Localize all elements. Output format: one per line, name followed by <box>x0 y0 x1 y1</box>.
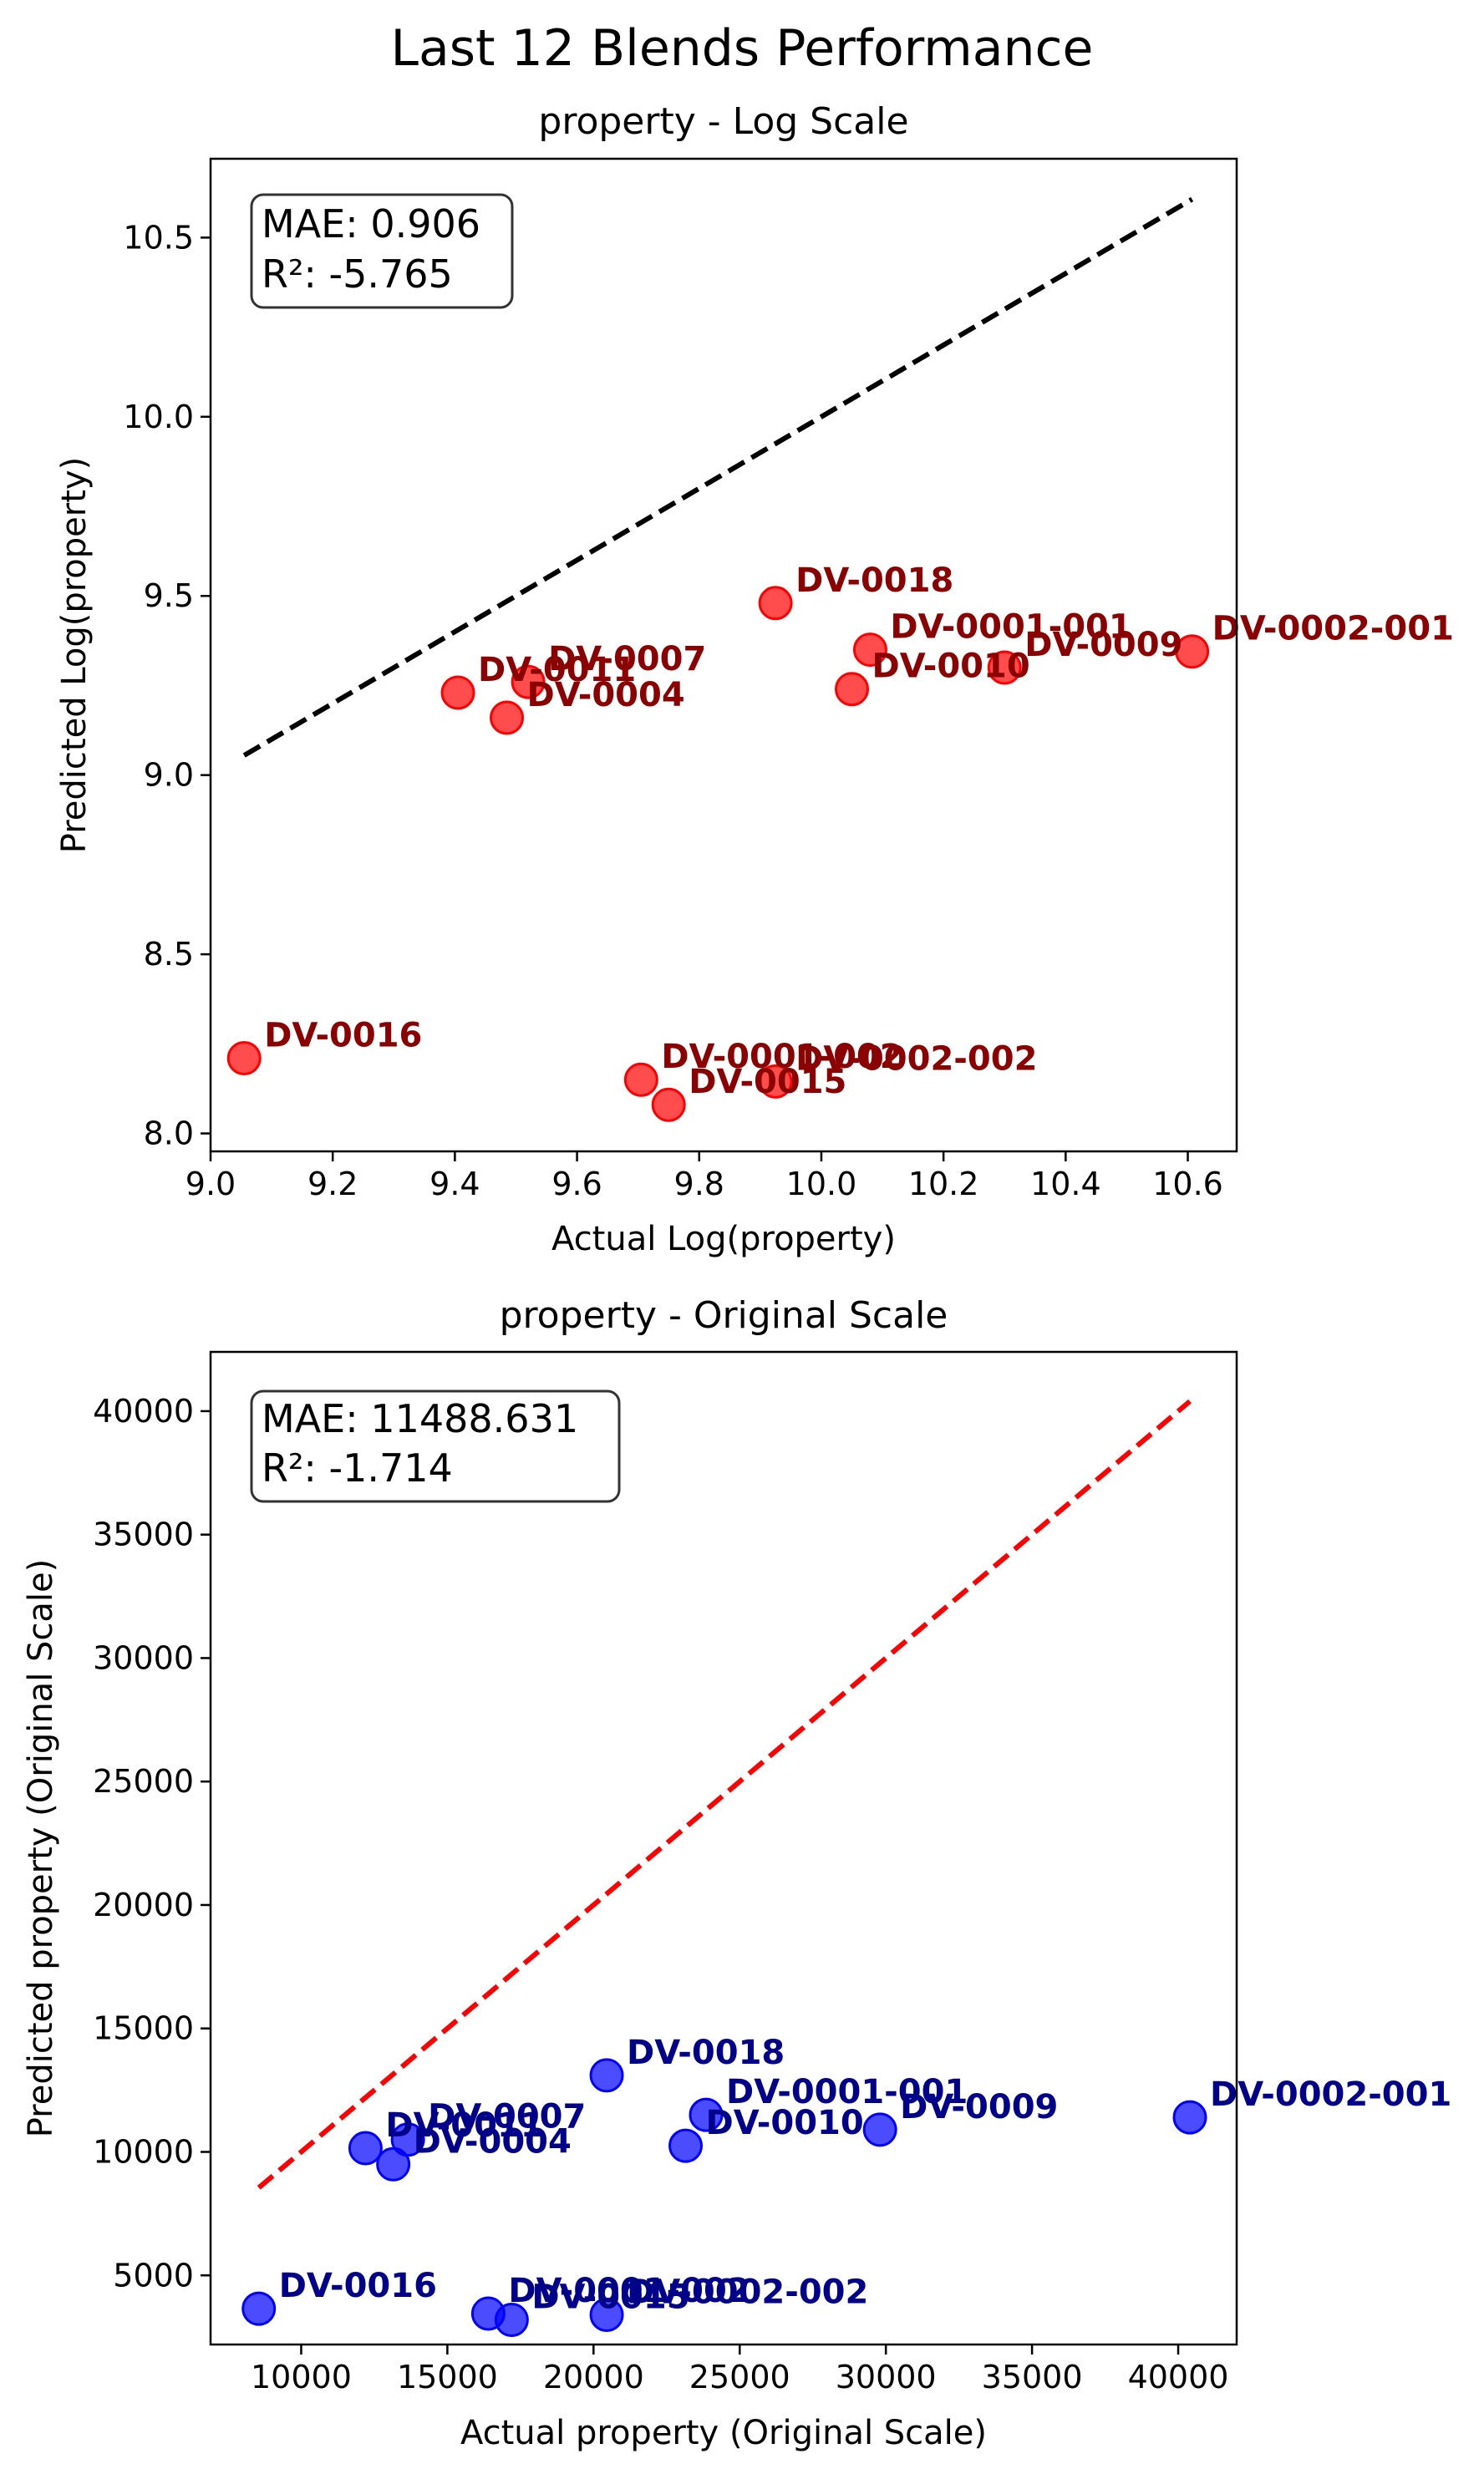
data-point <box>490 700 525 735</box>
point-label: DV-0002-002 <box>627 2273 868 2312</box>
chart-title: property - Original Scale <box>500 1294 948 1337</box>
x-tick-label: 10.2 <box>908 1166 979 1202</box>
x-tick-label: 9.4 <box>429 1166 480 1202</box>
point-label: DV-0004 <box>414 2122 572 2161</box>
point-label: DV-0016 <box>279 2267 437 2305</box>
point-label: DV-0004 <box>527 676 685 714</box>
reference-line <box>257 1399 1192 2190</box>
data-point <box>987 650 1022 685</box>
data-point <box>835 672 869 707</box>
point-label: DV-0009 <box>900 2088 1058 2126</box>
x-tick-label: 30000 <box>836 2359 937 2395</box>
point-label: DV-0011 <box>385 2106 543 2145</box>
point-label: DV-0001-001 <box>726 2073 968 2111</box>
data-point <box>494 2302 529 2337</box>
log-scale-chart: property - Log Scale DV-0018DV-0001-001D… <box>55 100 1454 1258</box>
data-point <box>376 2146 411 2182</box>
data-point <box>758 1064 793 1099</box>
y-tick-label: 8.0 <box>144 1115 194 1152</box>
point-label: DV-0009 <box>1024 626 1182 664</box>
data-point <box>348 2131 383 2166</box>
stats-box: MAE: 0.906 R²: -5.765 <box>250 193 514 309</box>
y-tick-label: 30000 <box>93 1639 194 1676</box>
y-tick-label: 9.5 <box>144 577 194 614</box>
data-point <box>651 1087 686 1122</box>
x-tick-label: 15000 <box>397 2359 498 2395</box>
y-tick-label: 10.5 <box>123 219 194 256</box>
x-tick-label: 10.6 <box>1152 1166 1223 1202</box>
r2-text: R²: -5.765 <box>262 251 453 297</box>
data-point <box>241 2291 277 2326</box>
y-tick-label: 8.5 <box>144 936 194 973</box>
point-label: DV-0001-002 <box>661 1038 902 1076</box>
y-tick-label: 40000 <box>93 1393 194 1430</box>
x-tick-label: 25000 <box>689 2359 790 2395</box>
r2-text: R²: -1.714 <box>262 1445 453 1491</box>
plot-area-frame <box>209 157 1238 1153</box>
point-label: DV-0010 <box>706 2104 864 2142</box>
data-point <box>226 1040 262 1075</box>
point-label: DV-0002-001 <box>1212 610 1454 648</box>
stats-box: MAE: 11488.631 R²: -1.714 <box>250 1389 621 1503</box>
plot-area-frame <box>209 1350 1238 2346</box>
data-point <box>689 2097 724 2132</box>
mae-text: MAE: 11488.631 <box>262 1396 578 1441</box>
x-tick-label: 9.8 <box>674 1166 724 1202</box>
point-label: DV-0010 <box>872 648 1030 686</box>
x-tick-label: 20000 <box>543 2359 644 2395</box>
data-point <box>668 2128 704 2163</box>
y-tick-label: 35000 <box>93 1516 194 1553</box>
data-point <box>623 1062 658 1097</box>
point-label: DV-0018 <box>795 561 953 600</box>
reference-line <box>242 196 1194 758</box>
y-tick-label: 25000 <box>93 1763 194 1800</box>
x-tick-label: 10000 <box>251 2359 352 2395</box>
y-tick-label: 20000 <box>93 1887 194 1923</box>
point-label: DV-0007 <box>548 640 706 678</box>
data-point <box>589 2058 624 2093</box>
point-label: DV-0018 <box>627 2034 785 2072</box>
y-axis-label: Predicted Log(property) <box>55 457 94 853</box>
y-tick-label: 15000 <box>93 2010 194 2047</box>
data-point <box>758 586 793 621</box>
data-point <box>1172 2100 1207 2135</box>
mae-text: MAE: 0.906 <box>262 201 480 246</box>
data-point <box>852 632 887 668</box>
point-label: DV-0002-001 <box>1210 2075 1451 2114</box>
data-point <box>511 664 546 699</box>
x-tick-label: 9.6 <box>551 1166 602 1202</box>
y-axis-label: Predicted property (Original Scale) <box>22 1559 60 2138</box>
y-tick-label: 5000 <box>113 2257 194 2294</box>
point-label: DV-0016 <box>264 1016 422 1054</box>
original-scale-chart: property - Original Scale DV-0018DV-0001… <box>22 1294 1451 2452</box>
point-label: DV-0002-002 <box>795 1039 1037 1078</box>
point-label: DV-0007 <box>428 2098 586 2136</box>
point-label: DV-0001-001 <box>890 608 1131 647</box>
y-tick-label: 10000 <box>93 2133 194 2170</box>
y-tick-label: 10.0 <box>123 399 194 435</box>
x-tick-label: 35000 <box>982 2359 1083 2395</box>
figure-title: Last 12 Blends Performance <box>391 19 1094 78</box>
data-point <box>440 675 475 710</box>
data-point <box>862 2112 897 2147</box>
point-label: DV-0001-002 <box>508 2272 750 2310</box>
data-point <box>589 2298 624 2333</box>
chart-title: property - Log Scale <box>538 100 908 143</box>
point-label: DV-0011 <box>478 651 636 689</box>
y-tick-label: 9.0 <box>144 757 194 794</box>
x-tick-label: 40000 <box>1128 2359 1229 2395</box>
x-tick-label: 9.0 <box>186 1166 236 1202</box>
point-label: DV-0015 <box>531 2278 689 2316</box>
x-axis-label: Actual Log(property) <box>551 1220 896 1258</box>
x-axis-label: Actual property (Original Scale) <box>460 2414 987 2452</box>
x-tick-label: 10.4 <box>1030 1166 1101 1202</box>
x-tick-label: 10.0 <box>786 1166 857 1202</box>
data-point <box>1175 634 1210 669</box>
point-label: DV-0015 <box>689 1063 846 1101</box>
x-tick-label: 9.2 <box>307 1166 358 1202</box>
